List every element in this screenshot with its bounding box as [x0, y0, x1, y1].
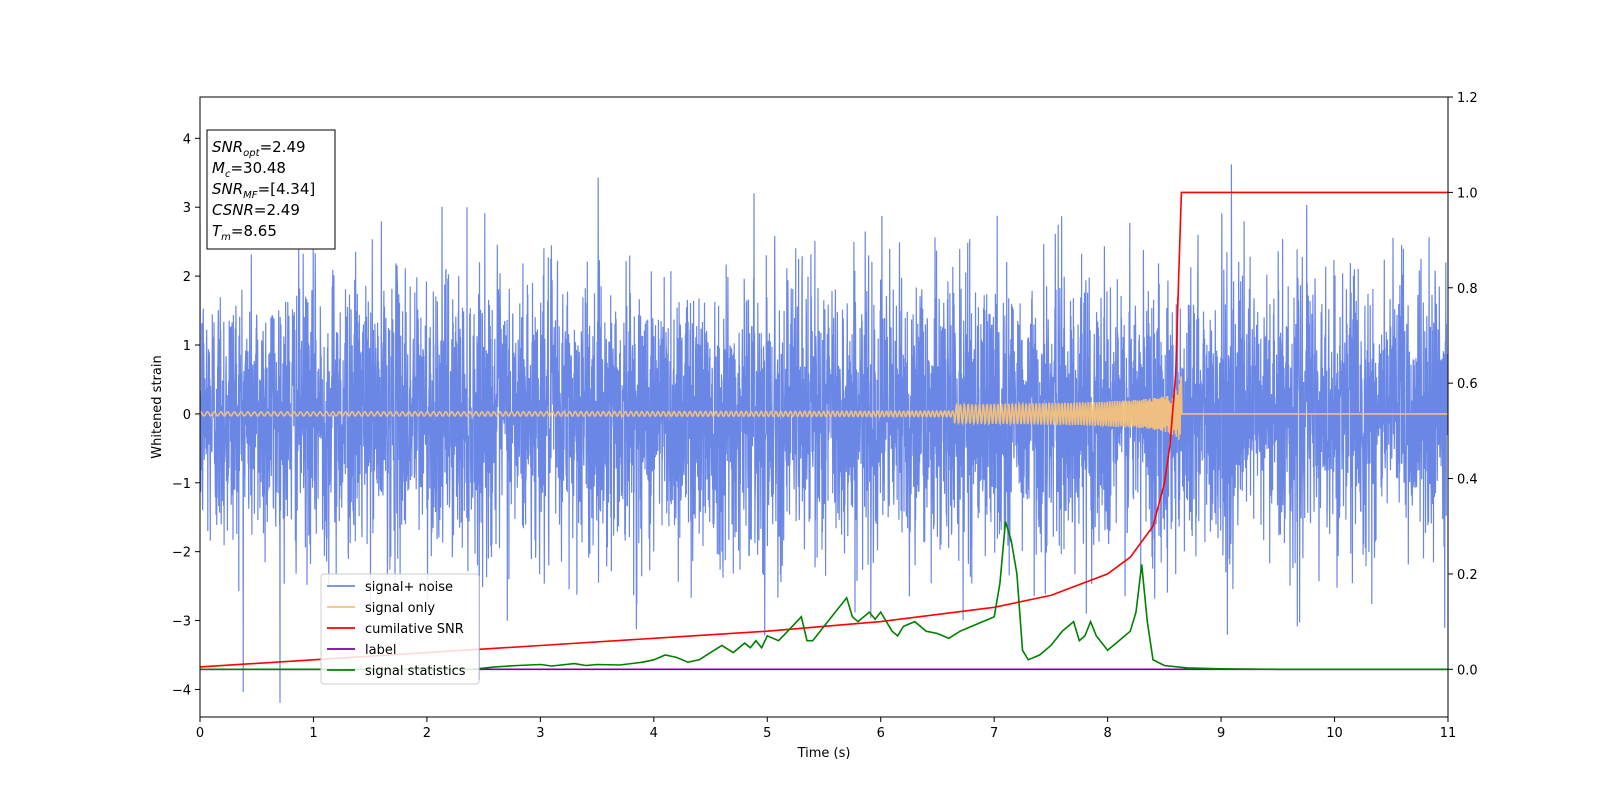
annotation-box: SNRopt=2.49Mc=30.48SNRMF=[4.34]CSNR=2.49… — [206, 129, 336, 250]
y-tick-label: 0 — [183, 408, 191, 423]
x-axis-label: Time (s) — [797, 746, 851, 761]
axes-frame — [199, 96, 1449, 718]
y-tick-label: 2 — [183, 270, 191, 285]
x-tick-label: 10 — [1326, 726, 1343, 741]
x-tick-label: 8 — [1103, 726, 1111, 741]
y2-tick-label: 0.8 — [1457, 282, 1478, 297]
legend-frame — [320, 573, 480, 685]
x-tick-label: 1 — [309, 726, 317, 741]
legend-label-signal-statistics: signal statistics — [365, 664, 466, 679]
x-tick-label: 9 — [1217, 726, 1225, 741]
x-tick-label: 4 — [650, 726, 658, 741]
legend: signal+ noise signal only cumilative SNR la… — [320, 573, 480, 685]
annotation-frame — [206, 129, 336, 250]
y2-tick-label: 0.2 — [1457, 568, 1478, 583]
y-tick-label: −3 — [172, 615, 191, 630]
x-tick-label: 5 — [763, 726, 771, 741]
x-tick-label: 0 — [196, 726, 204, 741]
y2-tick-label: 1.0 — [1457, 186, 1478, 201]
y2-tick-label: 0.0 — [1457, 663, 1478, 678]
annotation-line: Tm=8.65 — [212, 222, 277, 243]
y-tick-label: −1 — [172, 477, 191, 492]
y-tick-label: 4 — [183, 132, 191, 147]
series-line-signal-only — [200, 376, 1448, 440]
x-tick-label: 7 — [990, 726, 998, 741]
y-tick-label: 1 — [183, 339, 191, 354]
series-line-signal-noise — [200, 164, 1448, 703]
series-line-signal-statistics — [200, 521, 1448, 671]
legend-label-cumilative-snr: cumilative SNR — [365, 622, 464, 637]
y2-tick-label: 0.4 — [1457, 473, 1478, 488]
x-tick-label: 3 — [536, 726, 544, 741]
x-tick-label: 2 — [423, 726, 431, 741]
x-tick-label: 6 — [877, 726, 885, 741]
legend-label-label: label — [365, 643, 396, 658]
y-axis-right: 0.0 0.2 0.4 0.6 0.8 1.0 1.2 — [1448, 91, 1478, 678]
legend-label-signal-only: signal only — [365, 601, 435, 616]
annotation-line: SNRopt=2.49 — [212, 138, 306, 159]
x-axis: 0 1 2 3 4 5 6 7 8 9 10 11 — [196, 717, 1456, 741]
annotation-line: CSNR=2.49 — [212, 201, 300, 219]
y-tick-label: −2 — [172, 546, 191, 561]
x-tick-label: 11 — [1440, 726, 1457, 741]
annotation-line: SNRMF=[4.34] — [212, 180, 315, 201]
y2-tick-label: 0.6 — [1457, 377, 1478, 392]
y-axis-label: Whitened strain — [150, 355, 165, 458]
y-tick-label: 3 — [183, 201, 191, 216]
y-tick-label: −4 — [172, 683, 191, 698]
series-line-cumilative-snr — [200, 191, 1448, 668]
y-axis-left: −4 −3 −2 −1 0 1 2 3 4 — [172, 132, 200, 698]
y2-tick-label: 1.2 — [1457, 91, 1478, 106]
legend-label-signal-noise: signal+ noise — [365, 580, 453, 595]
annotation-line: Mc=30.48 — [212, 159, 286, 180]
